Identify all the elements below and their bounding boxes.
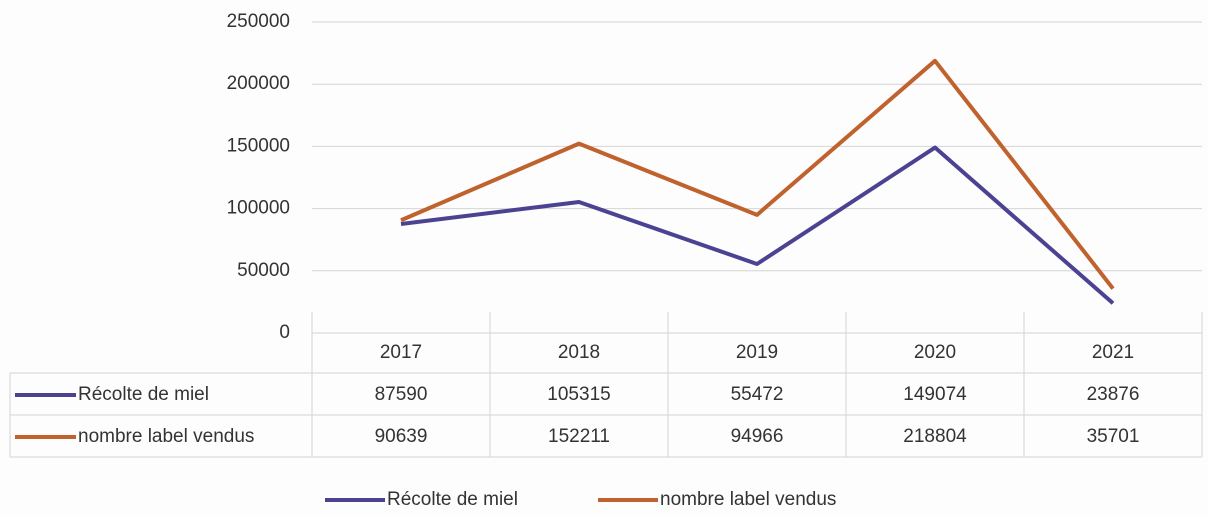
series-line: [400, 145, 1115, 305]
table-cell: 23876: [1087, 384, 1140, 405]
legend-label: nombre label vendus: [660, 489, 836, 510]
table-cell: 35701: [1087, 426, 1140, 447]
y-tick-label: 100000: [227, 198, 290, 219]
table-cell: 218804: [903, 426, 967, 447]
x-tick-label: 2021: [1092, 342, 1134, 363]
x-tick-label: 2020: [914, 342, 956, 363]
x-tick-label: 2018: [558, 342, 600, 363]
table-cell: 90639: [375, 426, 428, 447]
x-tick-label: 2019: [736, 342, 778, 363]
legend-label: nombre label vendus: [78, 426, 254, 447]
series-line: [400, 58, 1115, 290]
legend-label: Récolte de miel: [387, 489, 518, 510]
y-tick-label: 50000: [237, 260, 290, 281]
table-cell: 94966: [731, 426, 784, 447]
y-tick-label: 0: [279, 322, 290, 343]
table-cell: 149074: [903, 384, 967, 405]
y-tick-label: 250000: [227, 11, 290, 32]
table-cell: 152211: [548, 426, 610, 447]
table-cell: 105315: [547, 384, 610, 405]
x-tick-label: 2017: [380, 342, 422, 363]
y-tick-label: 200000: [227, 73, 290, 94]
table-cell: 55472: [731, 384, 784, 405]
legend-label: Récolte de miel: [78, 384, 209, 405]
table-cell: 87590: [375, 384, 428, 405]
y-tick-label: 150000: [227, 135, 290, 156]
